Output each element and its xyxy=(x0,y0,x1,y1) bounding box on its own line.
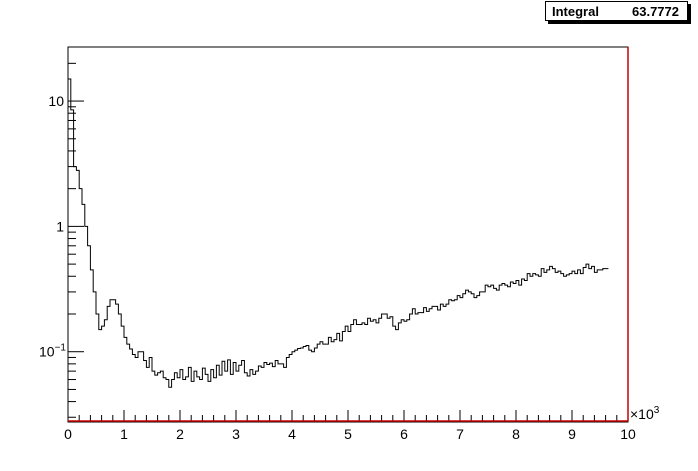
y-tick-label: 10 xyxy=(48,93,64,109)
x-tick-label: 8 xyxy=(512,426,520,442)
histogram-series-line xyxy=(68,78,609,388)
x-multiplier-exponent: 3 xyxy=(654,405,660,416)
x-tick-label: 9 xyxy=(568,426,576,442)
x-tick-label: 2 xyxy=(176,426,184,442)
stats-box: Integral 63.7772 xyxy=(545,1,688,21)
y-tick-label: 10−1 xyxy=(39,343,66,360)
x-tick-label: 6 xyxy=(400,426,408,442)
x-tick-label: 1 xyxy=(120,426,128,442)
x-tick-label: 0 xyxy=(64,426,72,442)
stats-value: 63.7772 xyxy=(632,4,679,19)
x-tick-label: 4 xyxy=(288,426,296,442)
x-axis: 0 1 2 3 4 5 6 7 8 9 10 xyxy=(64,410,636,442)
stats-label: Integral xyxy=(552,4,599,19)
x-tick-label: 7 xyxy=(456,426,464,442)
x-tick-label: 3 xyxy=(232,426,240,442)
y-tick-label: 1 xyxy=(56,218,64,234)
x-multiplier-label: ×103 xyxy=(630,405,660,422)
x-tick-label: 10 xyxy=(620,426,636,442)
x-tick-label: 5 xyxy=(344,426,352,442)
y-axis: 10 1 10−1 xyxy=(39,62,84,418)
